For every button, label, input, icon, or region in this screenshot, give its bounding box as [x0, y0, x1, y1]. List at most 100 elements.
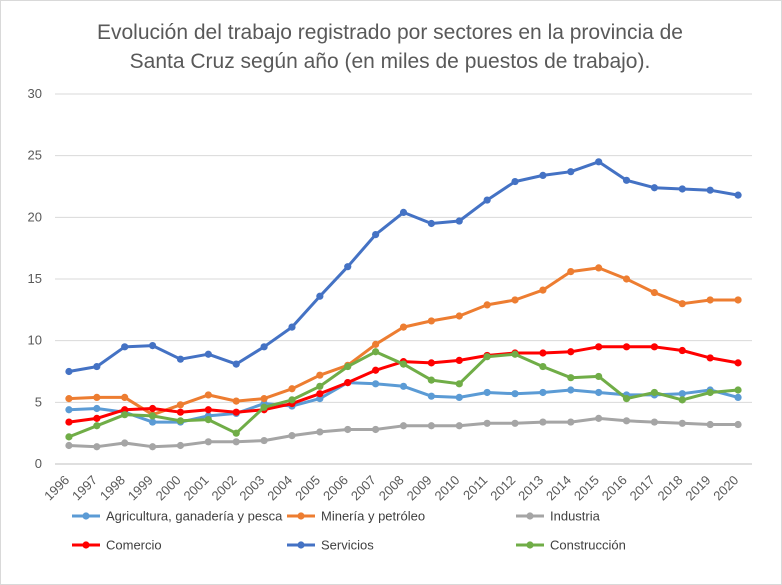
- data-point: [734, 393, 742, 401]
- data-point: [204, 391, 212, 399]
- x-tick-label: 1997: [69, 472, 100, 503]
- data-point: [734, 420, 742, 429]
- data-point: [148, 418, 157, 426]
- data-point: [372, 231, 380, 239]
- x-tick-label: 2019: [682, 472, 713, 503]
- data-point: [511, 350, 519, 358]
- x-tick-label: 2015: [571, 472, 602, 503]
- data-point: [232, 360, 240, 368]
- data-point: [372, 380, 380, 388]
- data-point: [204, 350, 212, 358]
- data-point: [622, 417, 631, 425]
- legend-item: Servicios: [287, 538, 374, 553]
- data-point: [539, 349, 547, 357]
- data-point: [93, 422, 101, 430]
- data-point: [483, 196, 491, 204]
- data-point: [734, 386, 742, 394]
- data-point: [595, 343, 603, 351]
- data-point: [427, 376, 435, 384]
- data-point: [93, 443, 101, 451]
- data-point: [204, 406, 212, 414]
- chart-title-line-2: Santa Cruz según año (en miles de puesto…: [129, 50, 651, 73]
- x-tick-label: 2007: [348, 472, 379, 503]
- chart-title-line-1: Evolución del trabajo registrado por sec…: [96, 21, 683, 44]
- series-lines: [65, 158, 742, 451]
- data-point: [399, 323, 408, 331]
- data-point: [650, 184, 659, 192]
- data-point: [595, 158, 603, 166]
- data-point: [316, 382, 324, 390]
- data-point: [344, 362, 352, 371]
- data-point: [734, 296, 742, 304]
- data-point: [399, 422, 408, 430]
- x-tick-label: 2000: [153, 472, 184, 503]
- data-point: [372, 425, 380, 434]
- data-point: [734, 191, 742, 199]
- y-tick-label: 0: [35, 456, 42, 471]
- data-point: [204, 416, 212, 424]
- data-point: [399, 382, 408, 390]
- y-tick-label: 10: [28, 333, 42, 348]
- data-point: [455, 380, 463, 388]
- data-point: [539, 171, 547, 179]
- data-point: [65, 418, 73, 426]
- data-point: [706, 354, 714, 362]
- data-point: [399, 208, 408, 216]
- data-point: [121, 343, 129, 351]
- data-point: [427, 392, 435, 400]
- data-point: [344, 263, 352, 271]
- data-point: [148, 412, 157, 420]
- data-point: [483, 419, 491, 427]
- data-point: [567, 168, 575, 176]
- data-point: [93, 362, 101, 371]
- data-point: [204, 438, 212, 446]
- legend-item: Minería y petróleo: [287, 509, 425, 524]
- data-point: [121, 393, 129, 401]
- data-point: [176, 441, 185, 450]
- data-point: [483, 388, 491, 397]
- data-point: [678, 390, 686, 398]
- data-point: [678, 346, 686, 355]
- data-point: [372, 340, 380, 348]
- data-point: [706, 388, 714, 397]
- data-point: [316, 292, 324, 300]
- data-point: [176, 355, 185, 363]
- data-point: [65, 441, 73, 450]
- x-tick-label: 2004: [264, 472, 295, 503]
- data-point: [678, 396, 686, 404]
- data-point: [260, 343, 268, 351]
- data-point: [176, 417, 185, 425]
- data-point: [455, 422, 463, 430]
- data-point: [567, 418, 575, 426]
- legend-label: Minería y petróleo: [321, 509, 425, 524]
- data-point: [650, 418, 659, 426]
- legend-label: Servicios: [321, 538, 374, 553]
- data-point: [427, 219, 435, 228]
- x-tick-label: 2008: [376, 472, 407, 503]
- x-tick-label: 2020: [710, 472, 741, 503]
- legend-swatch-marker: [526, 512, 534, 520]
- data-point: [232, 429, 240, 437]
- data-point: [595, 264, 603, 272]
- data-point: [148, 342, 157, 350]
- data-point: [539, 388, 547, 397]
- x-tick-label: 1998: [97, 472, 128, 503]
- data-point: [316, 371, 324, 379]
- data-point: [511, 390, 519, 398]
- data-point: [316, 428, 324, 436]
- data-point: [65, 395, 73, 403]
- y-axis-ticks: 0 5 10 15 20 25 30: [28, 86, 42, 471]
- data-point: [427, 317, 435, 325]
- data-point: [650, 388, 659, 397]
- x-tick-label: 2010: [431, 472, 462, 503]
- x-tick-label: 1999: [125, 472, 156, 503]
- legend-swatch-marker: [297, 512, 305, 520]
- data-point: [567, 348, 575, 356]
- series-line: [68, 266, 739, 417]
- data-point: [288, 432, 296, 440]
- data-point: [567, 386, 575, 394]
- data-point: [455, 217, 463, 225]
- data-point: [121, 439, 129, 447]
- legend-item: Comercio: [72, 538, 162, 553]
- data-point: [288, 396, 296, 404]
